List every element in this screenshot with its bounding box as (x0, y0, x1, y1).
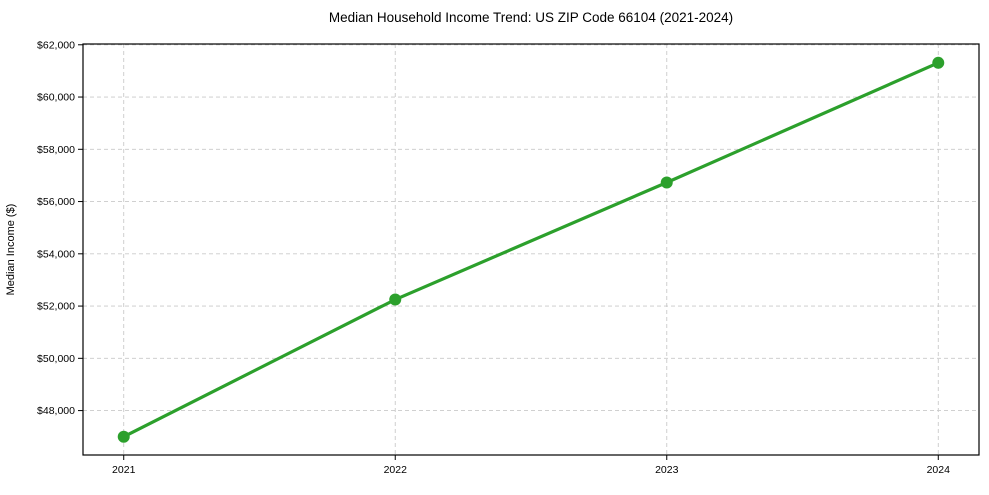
y-tick-label: $48,000 (37, 405, 75, 417)
x-tick-label: 2024 (927, 464, 951, 476)
gridlines (83, 44, 979, 455)
data-point-marker (660, 176, 673, 189)
data-point-marker (932, 56, 945, 69)
data-point-marker (389, 293, 402, 306)
trend-line-series (117, 56, 945, 443)
plot-border (82, 43, 980, 456)
trend-line (122, 61, 940, 439)
x-tick-label: 2023 (655, 464, 679, 476)
y-tick-label: $60,000 (37, 92, 75, 104)
axis-ticks (78, 44, 939, 460)
data-point-marker (117, 430, 130, 443)
y-tick-label: $62,000 (37, 39, 75, 51)
y-tick-label: $50,000 (37, 353, 75, 365)
chart-title: Median Household Income Trend: US ZIP Co… (329, 10, 733, 25)
x-tick-label: 2021 (112, 464, 136, 476)
y-tick-label: $54,000 (37, 248, 75, 260)
y-axis-label: Median Income ($) (5, 204, 17, 296)
y-tick-label: $52,000 (37, 301, 75, 313)
y-tick-label: $56,000 (37, 196, 75, 208)
x-tick-label: 2022 (384, 464, 408, 476)
y-tick-label: $58,000 (37, 144, 75, 156)
tick-labels: $48,000 $50,000 $52,000 $54,000 $56,000 $58,0… (37, 39, 950, 476)
